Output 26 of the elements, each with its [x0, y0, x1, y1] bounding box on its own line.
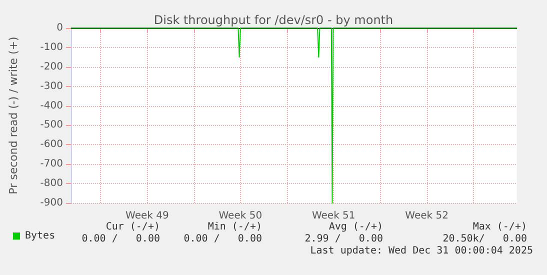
y-tick-label: 0 — [56, 22, 63, 34]
x-tick-label: Week 49 — [126, 210, 169, 222]
text: 2.99 / 0.00 — [304, 234, 383, 244]
y-tick-label: -900 — [40, 198, 63, 208]
y-tick-label: -300 — [40, 80, 63, 92]
chart-title: Disk throughput for /dev/sr0 - by month — [154, 13, 394, 27]
text: Cur (-/+) — [106, 222, 160, 232]
x-tick-label: Week 52 — [405, 210, 448, 222]
text: Last update: Wed Dec 31 00:00:04 2025 — [310, 246, 533, 256]
y-tick-label: -600 — [40, 139, 63, 150]
text: 20.50k/ 0.00 — [442, 234, 527, 244]
x-tick-label: Week 50 — [218, 210, 262, 222]
y-tick-label: -800 — [40, 178, 63, 190]
text: 0.00 / 0.00 — [184, 234, 262, 244]
y-axis-title: Pr second read (-) / write (+) — [7, 36, 20, 194]
legend-label: Bytes — [25, 230, 56, 242]
y-tick-label: -500 — [40, 120, 63, 131]
y-tick-label: -100 — [40, 42, 63, 53]
text: Max (-/+) — [472, 222, 527, 232]
text: Avg (-/+) — [328, 222, 383, 232]
y-tick-label: -400 — [40, 100, 63, 112]
y-tick-label: -200 — [40, 61, 63, 72]
x-tick-label: Week 51 — [312, 210, 356, 222]
text: 0.00 / 0.00 — [82, 234, 160, 244]
y-tick-label: -700 — [40, 158, 63, 170]
text: Min (-/+) — [208, 222, 262, 232]
